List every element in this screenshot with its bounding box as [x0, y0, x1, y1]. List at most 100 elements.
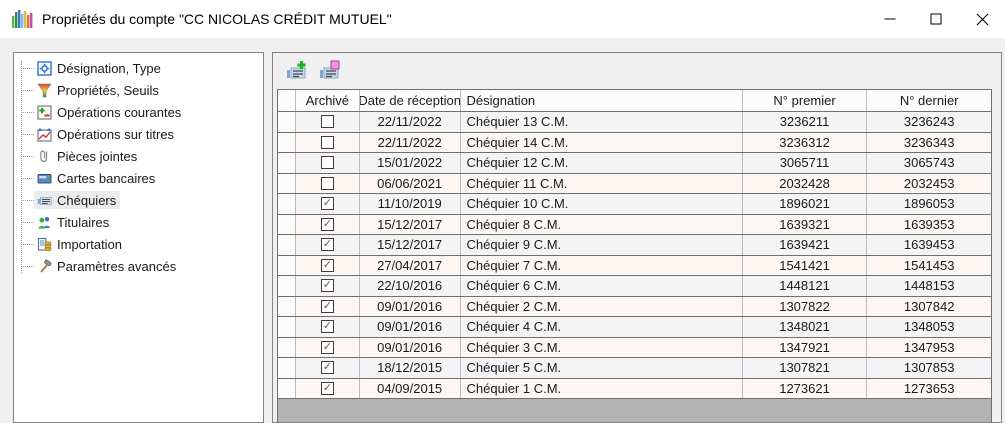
archived-checkbox[interactable]: ✓ — [320, 258, 334, 272]
row-selector-cell — [278, 358, 296, 378]
sidebar-item-pieces-jointes[interactable]: Pièces jointes — [14, 145, 263, 167]
reception-date-cell: 09/01/2016 — [360, 317, 461, 337]
archived-cell: ✓ — [296, 337, 360, 357]
archived-checkbox[interactable]: ✓ — [320, 238, 334, 252]
row-selector-cell — [278, 255, 296, 275]
add-checkbook-button[interactable] — [284, 58, 310, 84]
designation-cell: Chéquier 10 C.M. — [461, 194, 743, 214]
archived-checkbox[interactable]: ✓ — [320, 299, 334, 313]
last-number-cell: 1273653 — [903, 380, 955, 396]
column-header-designation[interactable]: Désignation — [461, 90, 743, 111]
people-icon — [36, 214, 52, 230]
designation-cell: Chéquier 1 C.M. — [461, 378, 743, 398]
row-selector-cell — [278, 194, 296, 214]
archived-cell: ✓ — [296, 276, 360, 296]
table-row[interactable]: ✓ 15/12/2017 Chéquier 9 C.M. 1639421 1639453 — [278, 235, 991, 256]
sidebar-item-operations-sur-titres[interactable]: Opérations sur titres — [14, 123, 263, 145]
reception-date-cell: 11/10/2019 — [360, 194, 461, 214]
archived-cell: ✓ — [296, 153, 360, 173]
reception-date-cell: 27/04/2017 — [360, 255, 461, 275]
funnel-icon — [36, 82, 52, 98]
close-button[interactable] — [959, 0, 1005, 38]
sidebar-item-parametres-avances[interactable]: Paramètres avancés — [14, 255, 263, 277]
tree-branch-line — [21, 265, 34, 267]
reception-date-cell: 09/01/2016 — [360, 337, 461, 357]
archived-checkbox[interactable]: ✓ — [320, 340, 334, 354]
row-selector-cell — [278, 235, 296, 255]
titlebar: Propriétés du compte "CC NICOLAS CRÉDIT … — [0, 0, 1005, 38]
column-header-n-dernier[interactable]: N° dernier — [899, 93, 959, 108]
tree-branch-line — [21, 67, 34, 69]
table-row[interactable]: ✓ 09/01/2016 Chéquier 3 C.M. 1347921 1347953 — [278, 337, 991, 358]
archived-checkbox[interactable]: ✓ — [320, 176, 334, 190]
archived-checkbox[interactable]: ✓ — [320, 197, 334, 211]
reception-date-cell: 15/12/2017 — [360, 235, 461, 255]
table-row[interactable]: ✓ 09/01/2016 Chéquier 2 C.M. 1307822 1307842 — [278, 296, 991, 317]
reception-date-cell: 04/09/2015 — [360, 378, 461, 398]
maximize-button[interactable] — [913, 0, 959, 38]
reception-date-cell: 06/06/2021 — [360, 173, 461, 193]
archived-cell: ✓ — [296, 132, 360, 152]
column-header-date-de-reception[interactable]: Date de réception — [360, 90, 461, 111]
table-row[interactable]: ✓ 04/09/2015 Chéquier 1 C.M. 1273621 1273653 — [278, 378, 991, 399]
tree-branch-line — [21, 199, 34, 201]
designation-cell: Chéquier 4 C.M. — [461, 317, 743, 337]
sidebar-item-designation-type[interactable]: Désignation, Type — [14, 57, 263, 79]
last-number-cell: 3065743 — [903, 155, 955, 171]
archived-checkbox[interactable]: ✓ — [320, 135, 334, 149]
sidebar-item-label: Chéquiers — [57, 192, 117, 208]
archived-cell: ✓ — [296, 173, 360, 193]
designation-cell: Chéquier 9 C.M. — [461, 235, 743, 255]
tools-icon — [36, 258, 52, 274]
checkbooks-table: Archivé Date de réception Désignation N° pr… — [277, 89, 992, 422]
column-header-archive[interactable]: Archivé — [296, 90, 360, 111]
column-header-selector — [278, 90, 296, 111]
table-row[interactable]: ✓ 22/10/2016 Chéquier 6 C.M. 1448121 1448153 — [278, 276, 991, 297]
table-row[interactable]: ✓ 27/04/2017 Chéquier 7 C.M. 1541421 1541453 — [278, 255, 991, 276]
archived-checkbox[interactable]: ✓ — [320, 381, 334, 395]
tree-branch-line — [21, 89, 34, 91]
window-title: Propriétés du compte "CC NICOLAS CRÉDIT … — [42, 11, 392, 27]
archived-checkbox[interactable]: ✓ — [320, 320, 334, 334]
first-number-cell: 1541421 — [743, 255, 868, 275]
last-number-cell: 3236343 — [903, 134, 955, 150]
checkbook-add-icon — [285, 59, 309, 83]
first-number-cell: 1448121 — [743, 276, 868, 296]
sidebar-item-titulaires[interactable]: Titulaires — [14, 211, 263, 233]
sidebar-item-proprietes-seuils[interactable]: Propriétés, Seuils — [14, 79, 263, 101]
archived-checkbox[interactable]: ✓ — [320, 156, 334, 170]
table-row[interactable]: ✓ 15/12/2017 Chéquier 8 C.M. 1639321 1639353 — [278, 214, 991, 235]
sidebar-item-label: Titulaires — [57, 214, 110, 230]
sidebar-tree: Désignation, Type Propriétés, Seuils Opé… — [14, 53, 263, 277]
minimize-button[interactable] — [867, 0, 913, 38]
last-number-cell: 2032453 — [903, 175, 955, 191]
table-row[interactable]: ✓ 11/10/2019 Chéquier 10 C.M. 1896021 189605… — [278, 194, 991, 215]
sidebar-item-operations-courantes[interactable]: Opérations courantes — [14, 101, 263, 123]
sidebar-item-importation[interactable]: Importation — [14, 233, 263, 255]
tree-branch-line — [21, 111, 34, 113]
reception-date-cell: 15/12/2017 — [360, 214, 461, 234]
last-number-cell: 1639453 — [903, 237, 955, 253]
sidebar-item-chequiers[interactable]: Chéquiers — [14, 189, 263, 211]
checkbooks-page: Archivé Date de réception Désignation N° pr… — [272, 52, 1002, 423]
row-selector-cell — [278, 337, 296, 357]
edit-checkbook-button[interactable] — [317, 58, 343, 84]
sidebar-item-cartes-bancaires[interactable]: Cartes bancaires — [14, 167, 263, 189]
table-row[interactable]: ✓ 18/12/2015 Chéquier 5 C.M. 1307821 1307853 — [278, 358, 991, 379]
reception-date-cell: 15/01/2022 — [360, 153, 461, 173]
last-number-cell: 1307853 — [903, 360, 955, 376]
reception-date-cell: 22/10/2016 — [360, 276, 461, 296]
archived-checkbox[interactable]: ✓ — [320, 115, 334, 129]
archived-checkbox[interactable]: ✓ — [320, 217, 334, 231]
sidebar-item-label: Opérations courantes — [57, 104, 182, 120]
tree-guide-line — [21, 61, 22, 273]
column-header-n-premier[interactable]: N° premier — [743, 90, 868, 111]
archived-checkbox[interactable]: ✓ — [320, 361, 334, 375]
archived-checkbox[interactable]: ✓ — [320, 279, 334, 293]
table-row[interactable]: ✓ 09/01/2016 Chéquier 4 C.M. 1348021 1348053 — [278, 317, 991, 338]
